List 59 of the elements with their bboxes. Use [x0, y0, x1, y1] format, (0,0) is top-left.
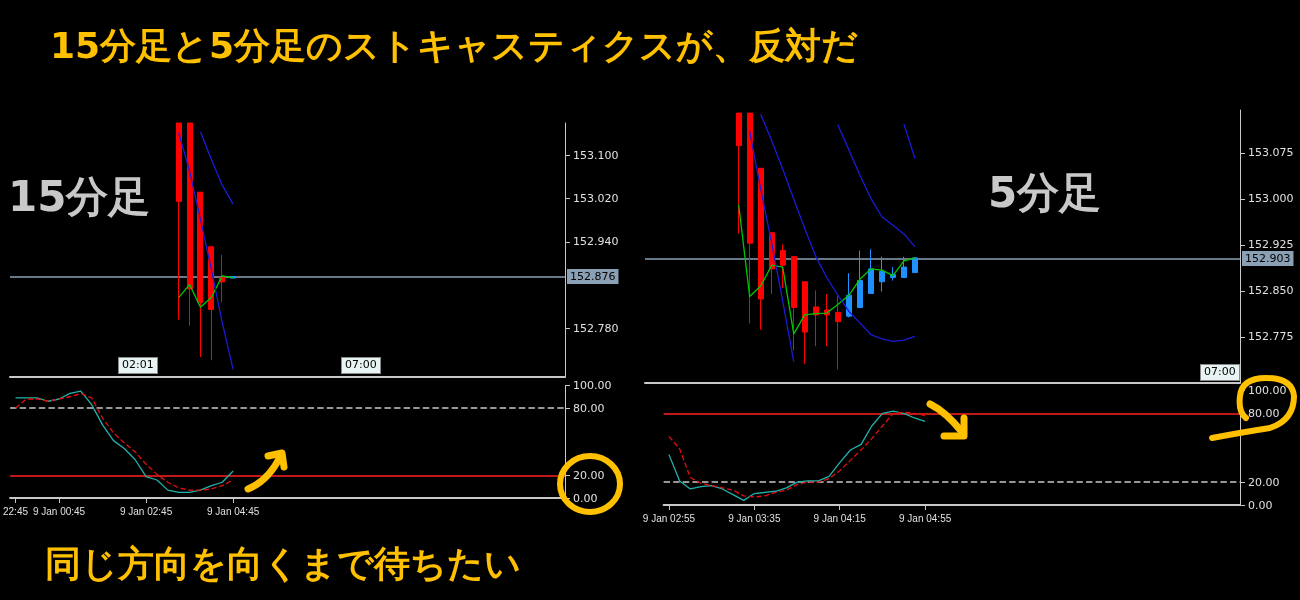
- line-series: [749, 130, 795, 363]
- x-tick-label: 9 Jan 04:15: [813, 512, 867, 524]
- x-tick-label: 9 Jan 00:45: [32, 505, 86, 517]
- y-tick-label: 20.00: [1248, 475, 1280, 489]
- y-tick-label: 153.020: [573, 192, 619, 206]
- candlestick: [219, 254, 225, 303]
- y-tick-label: 20.00: [573, 469, 605, 482]
- candlestick: [879, 256, 885, 293]
- candlestick: [857, 249, 863, 309]
- candlestick: [846, 272, 852, 318]
- y-tick-label: 100.00: [573, 379, 612, 392]
- candlestick: [901, 256, 907, 278]
- y-tick-label: 153.000: [1248, 192, 1294, 206]
- line-series: [178, 275, 234, 308]
- candlestick: [868, 248, 874, 294]
- x-tick-label: 9 Jan 04:45: [207, 505, 260, 517]
- y-tick-label: 80.00: [573, 401, 605, 415]
- y-tick-label: 152.780: [573, 321, 619, 335]
- line-series: [178, 132, 234, 371]
- candlestick: [187, 122, 193, 327]
- x-tick-label: 9 Jan 03:35: [728, 512, 781, 524]
- candlestick: [197, 191, 203, 358]
- candlestick: [758, 167, 764, 331]
- y-tick-label: 153.075: [1248, 146, 1294, 160]
- line-series: [837, 124, 916, 248]
- y-tick-label: 153.100: [573, 148, 619, 162]
- y-tick-label: 0.00: [1248, 498, 1273, 512]
- candlestick: [791, 256, 797, 351]
- candlestick: [813, 289, 819, 347]
- candlestick: [176, 122, 182, 321]
- candlestick: [747, 112, 753, 324]
- annotation: 02:01: [118, 357, 158, 374]
- y-tick-label: 80.00: [1248, 406, 1280, 420]
- y-tick-label: 0.00: [573, 491, 598, 505]
- candlestick: [835, 293, 841, 370]
- ref-line-label: 152.876: [570, 269, 616, 283]
- ref-line-label: 152.903: [1245, 251, 1291, 265]
- y-tick-label: 152.940: [573, 235, 619, 249]
- y-tick-label: 152.925: [1248, 238, 1294, 252]
- y-tick-label: 152.850: [1248, 284, 1294, 298]
- annotation: 07:00: [341, 357, 381, 374]
- x-tick-label: 9 Jan 02:45: [119, 505, 173, 517]
- x-tick-label: 9 Jan 04:55: [898, 512, 952, 524]
- x-tick-label: 22:45: [3, 505, 29, 517]
- line-series: [738, 203, 916, 335]
- candlestick: [736, 112, 742, 234]
- annotation: 5分足: [988, 168, 1102, 218]
- line-series: [760, 113, 916, 342]
- text: 同じ方向を向くまで待ちたい: [45, 543, 521, 585]
- annotation: 15分足: [8, 172, 151, 222]
- line-series: [199, 131, 234, 205]
- y-tick-label: 100.00: [1248, 384, 1287, 397]
- chart-title: 15分足と5分足のストキャスティクスが、反対だ: [50, 24, 859, 68]
- candlestick: [802, 281, 808, 365]
- candlestick: [912, 257, 918, 274]
- candlestick: [780, 243, 786, 289]
- y-tick-label: 152.775: [1248, 330, 1294, 344]
- annotation: 07:00: [1200, 364, 1240, 381]
- x-tick-label: 9 Jan 02:55: [642, 512, 696, 524]
